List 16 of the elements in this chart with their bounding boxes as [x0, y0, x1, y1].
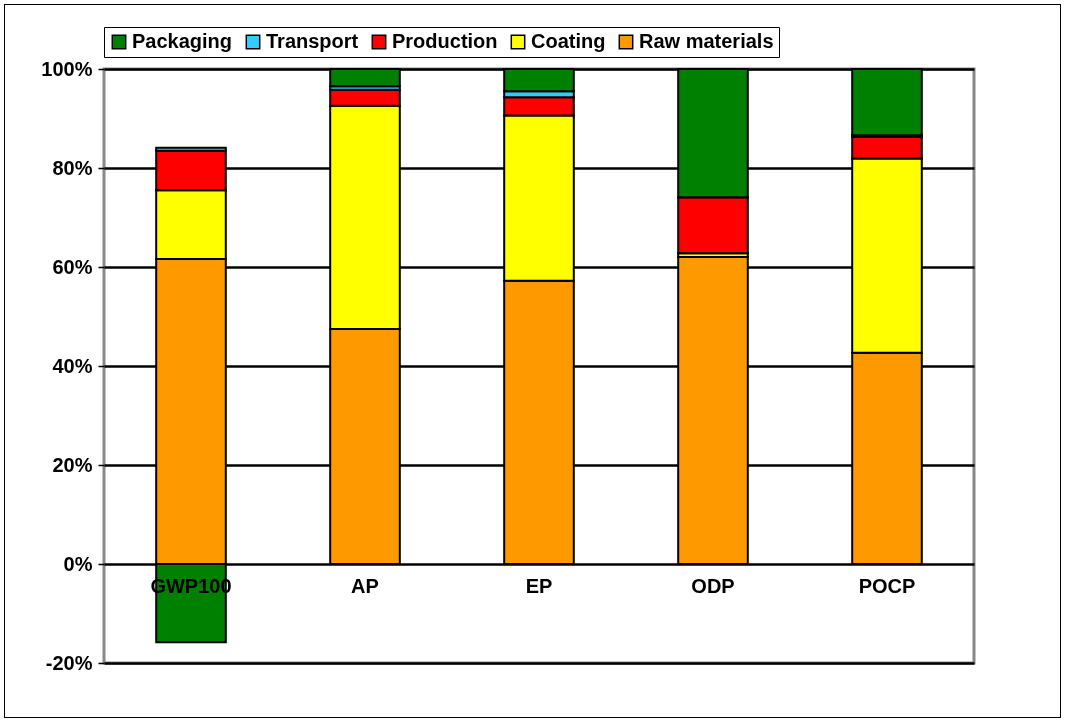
legend-label: Coating: [531, 30, 606, 52]
y-tick-label: 20%: [52, 453, 93, 476]
y-tick-label: 60%: [52, 255, 93, 278]
y-tick-label: 80%: [52, 156, 93, 179]
legend-label: Raw materials: [639, 30, 774, 52]
x-tick-label: ODP: [691, 574, 735, 597]
y-tick-label: 0%: [63, 552, 93, 575]
legend-label: Packaging: [132, 30, 233, 52]
x-tick-label: POCP: [858, 574, 916, 597]
legend-label: Production: [392, 30, 498, 52]
legend-label: Transport: [266, 30, 359, 52]
x-tick-label: EP: [525, 574, 553, 597]
y-tick-label: 100%: [41, 57, 93, 80]
y-tick-label: 40%: [52, 354, 93, 377]
x-tick-label: AP: [351, 574, 379, 597]
y-tick-label: -20%: [45, 651, 93, 674]
